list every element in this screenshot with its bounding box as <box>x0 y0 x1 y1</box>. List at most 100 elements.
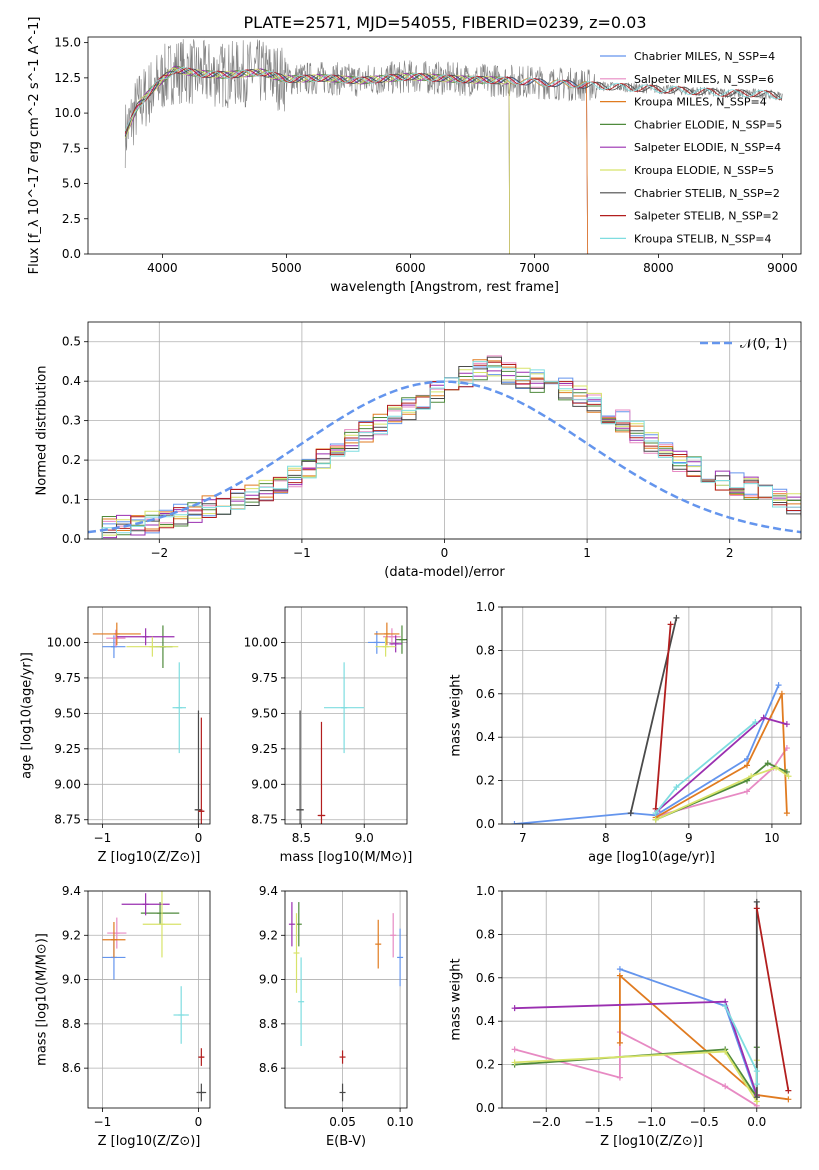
data-marker <box>652 816 659 823</box>
y-tick-label: 9.0 <box>259 973 278 987</box>
y-tick-label: 8.6 <box>259 1061 278 1075</box>
y-tick-label: 0.2 <box>476 774 495 788</box>
x-tick-label: −2 <box>150 546 168 560</box>
x-tick-label: 9000 <box>767 261 798 275</box>
axes-frame <box>284 890 408 1109</box>
axes-frame <box>501 890 802 1109</box>
y-tick-label: 9.75 <box>54 671 81 685</box>
histogram-step <box>88 366 801 539</box>
y-tick-label: 1.0 <box>476 884 495 898</box>
x-tick-label: 7000 <box>519 261 550 275</box>
y-tick-label: 15.0 <box>54 36 81 50</box>
weight-line <box>514 684 780 824</box>
data-marker <box>753 905 760 912</box>
figure-title: PLATE=2571, MJD=54055, FIBERID=0239, z=0… <box>243 13 646 32</box>
data-marker <box>511 1046 518 1053</box>
data-marker <box>783 768 790 775</box>
data-marker <box>778 690 785 697</box>
y-tick-label: 9.2 <box>259 928 278 942</box>
x-tick-label: 8 <box>602 831 610 845</box>
plot-age-vs-mass: 8.5 9.0 8.75 9.00 9.25 9.50 9.75 10.00 mass [log… <box>244 606 412 865</box>
x-axis-label: E(B-V) <box>326 1134 366 1149</box>
y-tick-label: 2.5 <box>62 212 81 226</box>
legend-entry: Kroupa MILES, N_SSP=4 <box>634 96 767 109</box>
weight-line <box>655 766 790 821</box>
legend-entry: Salpeter ELODIE, N_SSP=4 <box>634 141 781 154</box>
weight-line <box>655 693 788 819</box>
plot-residuals: −2 −1 0 1 2 0.0 0.1 0.2 0.3 0.4 0.5 (data-model)/er… <box>35 321 802 580</box>
y-tick-label: 0.5 <box>62 335 81 349</box>
data-marker <box>722 1083 729 1090</box>
x-tick-label: 1 <box>583 546 591 560</box>
y-tick-label: 0.6 <box>476 687 495 701</box>
plot-area <box>511 898 792 1108</box>
plot-area <box>124 39 783 254</box>
x-tick-label: 9.0 <box>355 831 374 845</box>
x-tick-label: −1.0 <box>637 1115 666 1129</box>
model-line <box>124 66 589 254</box>
data-marker <box>511 1059 518 1066</box>
weight-line <box>755 908 790 1091</box>
plot-weight-vs-Z: −2.0 −1.5 −1.0 −0.5 0.0 0.0 0.2 0.4 0.6 0.8 1.0 Z [… <box>449 884 802 1149</box>
y-tick-label: 9.25 <box>54 742 81 756</box>
data-marker <box>722 1048 729 1055</box>
x-tick-label: 2 <box>726 546 734 560</box>
y-tick-label: 0.8 <box>476 643 495 657</box>
weight-line <box>659 747 788 817</box>
y-axis-label: Normed distribution <box>35 366 50 496</box>
data-marker <box>753 898 760 905</box>
x-tick-label: 8000 <box>643 261 674 275</box>
y-tick-label: 9.2 <box>62 928 81 942</box>
y-tick-label: 8.75 <box>54 813 81 827</box>
legend-entry: Chabrier MILES, N_SSP=4 <box>634 50 775 63</box>
data-marker <box>667 621 674 628</box>
y-tick-label: 7.5 <box>62 141 81 155</box>
model-line <box>124 67 510 254</box>
y-axis-label: age [log10(age/yr)] <box>20 652 35 779</box>
model-line <box>124 67 782 134</box>
weight-line <box>514 1047 758 1101</box>
data-marker <box>616 966 623 973</box>
plot-weight-vs-age: 7 8 9 10 0.0 0.2 0.4 0.6 0.8 1.0 age [log10(age/yr… <box>449 600 802 865</box>
legend-entry: Kroupa STELIB, N_SSP=4 <box>634 232 772 245</box>
data-marker <box>627 810 634 817</box>
y-tick-label: 0.0 <box>62 247 81 261</box>
model-line <box>124 66 510 254</box>
x-axis-label: Z [log10(Z/Z⊙)] <box>600 1134 703 1149</box>
y-tick-label: 9.50 <box>54 706 81 720</box>
y-tick-label: 0.0 <box>476 1101 495 1115</box>
x-tick-label: 0 <box>195 1115 203 1129</box>
model-line <box>124 67 589 254</box>
axes-frame <box>284 606 408 825</box>
y-tick-label: 0.2 <box>62 453 81 467</box>
legend: Chabrier MILES, N_SSP=4 Salpeter MILES, N… <box>600 50 782 245</box>
legend-entry: Kroupa ELODIE, N_SSP=5 <box>634 164 774 177</box>
y-tick-label: 8.75 <box>251 813 278 827</box>
data-marker <box>753 1094 760 1101</box>
y-tick-label: 12.5 <box>54 71 81 85</box>
data-marker <box>785 773 792 780</box>
x-tick-label: −2.0 <box>532 1115 561 1129</box>
data-marker <box>783 721 790 728</box>
weight-line <box>514 1030 758 1107</box>
y-tick-label: 0.4 <box>62 374 81 388</box>
x-tick-label: −1.5 <box>584 1115 613 1129</box>
plot-area <box>288 902 404 1102</box>
data-marker <box>744 788 751 795</box>
data-marker <box>753 1081 760 1088</box>
plot-spectrum: 4000 5000 6000 7000 8000 9000 0.0 2.5 5.0 7.5 10.0… <box>27 17 802 295</box>
data-marker <box>783 810 790 817</box>
legend-entry: Chabrier ELODIE, N_SSP=5 <box>634 118 782 131</box>
y-tick-label: 0.3 <box>62 414 81 428</box>
axes-frame <box>87 36 802 255</box>
weight-line <box>514 1000 758 1096</box>
data-marker <box>616 1039 623 1046</box>
axes-frame <box>87 890 211 1109</box>
plot-mass-vs-ebv: 0.05 0.10 8.6 8.8 9.0 9.2 9.4 E(B-V) <box>259 884 414 1149</box>
data-marker <box>744 762 751 769</box>
plot-area <box>92 622 205 824</box>
y-tick-label: 0.0 <box>476 817 495 831</box>
data-marker <box>753 1068 760 1075</box>
x-tick-label: 8.5 <box>292 831 311 845</box>
y-tick-label: 0.4 <box>476 1014 495 1028</box>
